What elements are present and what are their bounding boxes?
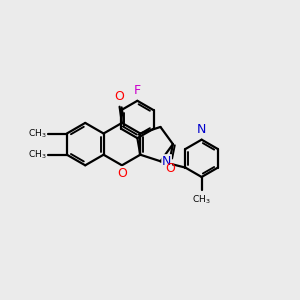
Text: F: F: [134, 84, 141, 97]
Text: O: O: [165, 162, 175, 176]
Text: CH$_3$: CH$_3$: [28, 148, 46, 161]
Text: O: O: [115, 90, 124, 103]
Text: CH$_3$: CH$_3$: [28, 127, 46, 140]
Text: N: N: [162, 155, 171, 168]
Text: CH$_3$: CH$_3$: [192, 193, 211, 206]
Text: N: N: [197, 123, 206, 136]
Text: O: O: [117, 167, 127, 180]
